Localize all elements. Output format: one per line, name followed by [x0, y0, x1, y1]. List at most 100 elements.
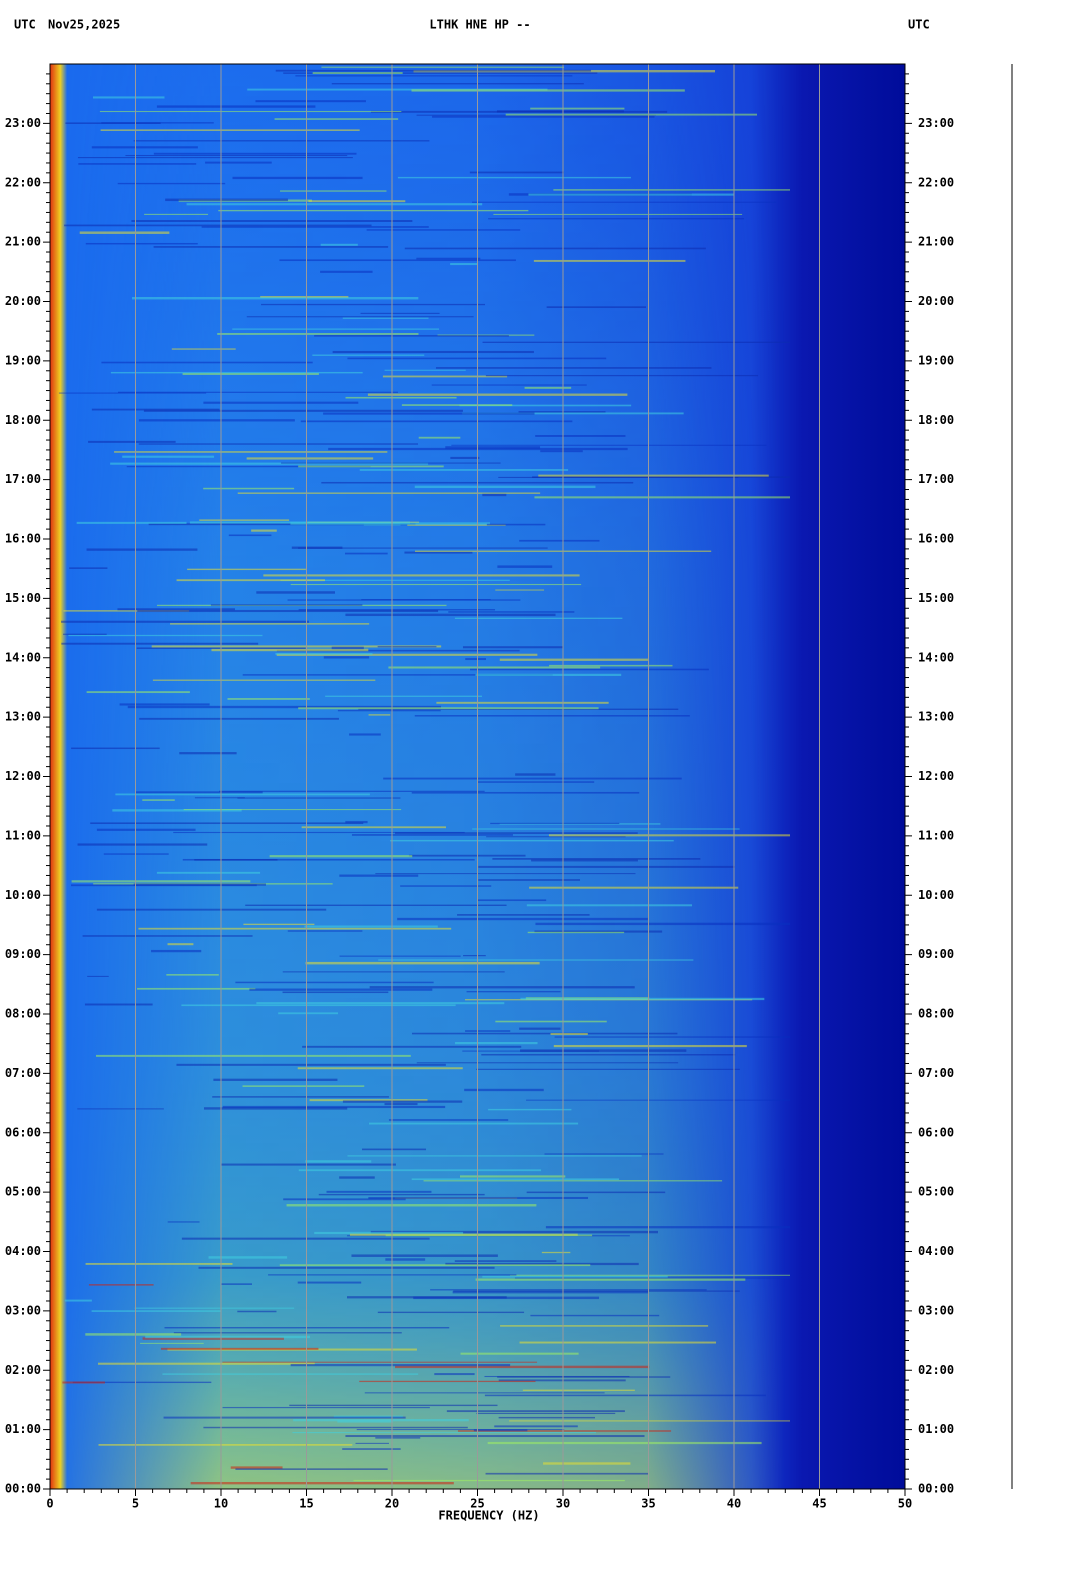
y-tick-label-right: 07:00	[918, 1066, 954, 1080]
texture-streak	[275, 69, 592, 72]
texture-streak	[98, 1362, 315, 1365]
texture-streak	[243, 923, 315, 926]
texture-streak	[445, 446, 541, 449]
texture-streak	[145, 1335, 311, 1339]
texture-streak	[430, 1289, 707, 1291]
texture-streak	[520, 997, 765, 1001]
texture-streak	[519, 1027, 561, 1030]
texture-streak	[142, 1337, 284, 1340]
texture-streak	[320, 243, 358, 246]
texture-streak	[77, 1108, 164, 1110]
texture-streak	[138, 927, 452, 930]
texture-streak	[64, 224, 372, 227]
texture-streak	[541, 1251, 571, 1254]
x-axis-label: FREQUENCY (HZ)	[438, 1509, 539, 1523]
texture-streak	[126, 465, 371, 468]
texture-streak	[351, 1254, 498, 1257]
texture-streak	[117, 608, 235, 611]
texture-streak	[148, 523, 416, 526]
texture-streak	[469, 171, 564, 174]
texture-streak	[162, 1373, 419, 1375]
texture-streak	[345, 552, 388, 555]
texture-streak	[160, 1347, 319, 1350]
texture-streak	[77, 843, 208, 846]
texture-streak	[198, 1266, 495, 1269]
texture-streak	[364, 1392, 605, 1394]
texture-streak	[535, 435, 626, 437]
texture-streak	[304, 925, 438, 928]
texture-streak	[290, 522, 490, 525]
texture-streak	[337, 1420, 394, 1423]
texture-streak	[279, 259, 516, 262]
y-tick-label: 07:00	[5, 1066, 41, 1080]
texture-streak	[194, 797, 245, 799]
texture-streak	[88, 440, 176, 443]
texture-streak	[457, 914, 590, 916]
y-tick-label-right: 22:00	[918, 175, 954, 189]
y-tick-label: 21:00	[5, 235, 41, 249]
texture-streak	[118, 391, 398, 393]
texture-streak	[318, 1193, 485, 1196]
texture-streak	[190, 1481, 454, 1485]
y-tick-label-right: 02:00	[918, 1363, 954, 1377]
y-tick-label-right: 06:00	[918, 1125, 954, 1139]
texture-streak	[167, 943, 194, 946]
texture-streak	[79, 231, 170, 234]
texture-streak	[90, 822, 364, 825]
texture-streak	[314, 1231, 464, 1235]
texture-streak	[103, 853, 169, 855]
texture-streak	[117, 182, 226, 185]
texture-streak	[295, 75, 573, 77]
texture-streak	[222, 1105, 446, 1109]
texture-streak	[298, 547, 548, 549]
texture-streak	[432, 115, 655, 118]
texture-streak	[519, 1341, 717, 1344]
y-tick-label-right: 18:00	[918, 413, 954, 427]
texture-streak	[530, 107, 625, 110]
texture-streak	[497, 1376, 671, 1378]
texture-streak	[395, 832, 638, 834]
y-tick-label: 03:00	[5, 1303, 41, 1317]
y-tick-label-right: 10:00	[918, 888, 954, 902]
texture-streak	[520, 1049, 687, 1052]
texture-streak	[297, 1281, 362, 1284]
texture-streak	[286, 1204, 537, 1207]
texture-streak	[119, 703, 210, 706]
texture-streak	[384, 369, 466, 371]
y-tick-label: 23:00	[5, 116, 41, 130]
texture-streak	[413, 1296, 600, 1300]
texture-streak	[550, 1033, 588, 1035]
texture-streak	[384, 1103, 418, 1106]
y-tick-label: 02:00	[5, 1363, 41, 1377]
x-tick-label: 10	[214, 1497, 228, 1511]
texture-streak	[477, 899, 547, 902]
texture-streak	[302, 1045, 522, 1048]
texture-streak	[385, 1234, 593, 1237]
texture-streak	[431, 384, 587, 386]
y-tick-label: 09:00	[5, 947, 41, 961]
texture-streak	[140, 1342, 204, 1344]
texture-streak	[213, 1078, 338, 1081]
texture-streak	[256, 591, 335, 594]
texture-streak	[290, 583, 582, 586]
texture-streak	[471, 201, 777, 203]
texture-streak	[82, 935, 253, 937]
y-tick-label: 12:00	[5, 769, 41, 783]
texture-streak	[436, 701, 609, 704]
texture-streak	[312, 354, 425, 356]
texture-streak	[356, 1429, 565, 1431]
y-tick-label: 20:00	[5, 294, 41, 308]
texture-streak	[337, 709, 441, 712]
texture-streak	[495, 589, 545, 591]
texture-streak	[546, 306, 647, 309]
texture-streak	[61, 620, 309, 623]
texture-streak	[466, 991, 561, 993]
texture-streak	[98, 1443, 353, 1446]
texture-streak	[462, 412, 684, 415]
texture-streak	[342, 317, 429, 319]
texture-streak	[475, 1278, 746, 1281]
texture-streak	[460, 1352, 579, 1355]
texture-streak	[309, 1099, 428, 1102]
texture-streak	[153, 246, 389, 248]
texture-streak	[122, 455, 215, 458]
